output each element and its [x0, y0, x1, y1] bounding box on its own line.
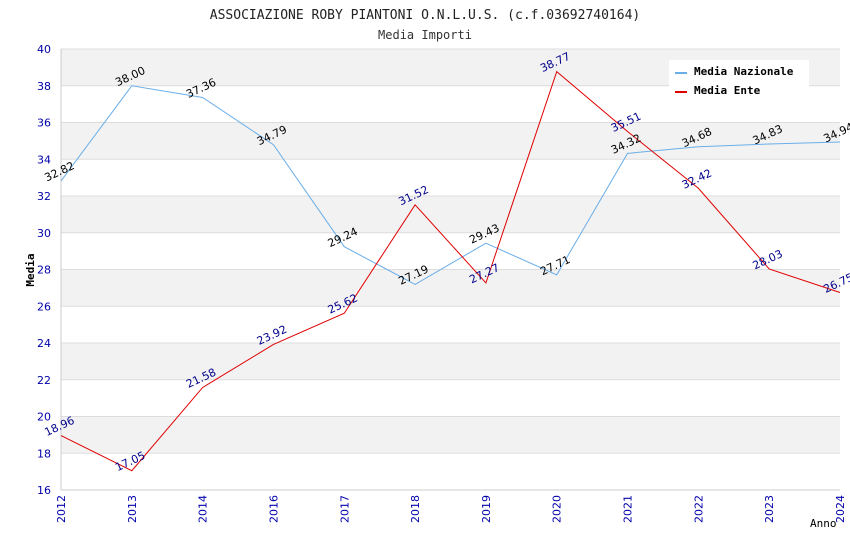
y-axis-label: Media — [24, 253, 37, 286]
x-tick-label: 2021 — [622, 495, 635, 523]
x-tick-label: 2014 — [197, 495, 210, 523]
y-tick-label: 28 — [37, 264, 51, 277]
background-band — [61, 122, 840, 160]
series-line-media-nazionale — [60, 85, 841, 285]
x-tick-label: 2020 — [551, 495, 564, 523]
background-band — [61, 453, 840, 490]
y-tick-label: 38 — [37, 80, 51, 93]
axes — [60, 49, 840, 491]
x-tick-label: 2022 — [692, 495, 705, 523]
background-bands — [61, 49, 840, 490]
legend: Media Nazionale Media Ente — [669, 60, 809, 102]
x-tick-label: 2012 — [55, 495, 68, 523]
y-tick-label: 18 — [37, 447, 51, 460]
x-tick-label: 2013 — [126, 495, 139, 523]
y-tick-label: 40 — [37, 43, 51, 56]
x-tick-label: 2018 — [409, 495, 422, 523]
legend-box — [669, 60, 809, 102]
x-tick-label: 2017 — [338, 495, 351, 523]
background-band — [61, 343, 840, 380]
series-layer — [60, 70, 841, 472]
background-band — [61, 159, 840, 196]
x-tick-label: 2023 — [763, 495, 776, 523]
background-band — [61, 416, 840, 454]
y-tick-label: 32 — [37, 190, 51, 203]
y-tick-label: 30 — [37, 227, 51, 240]
x-tick-label: 2019 — [480, 495, 493, 523]
y-tick-label: 20 — [37, 411, 51, 424]
series-line-media-ente — [60, 70, 841, 472]
x-tick-label: 2024 — [834, 495, 847, 523]
background-band — [61, 306, 840, 343]
y-tick-label: 26 — [37, 300, 51, 313]
background-band — [61, 196, 840, 233]
x-axis-label: Anno — [810, 517, 837, 530]
y-tick-label: 36 — [37, 117, 51, 130]
y-tick-label: 34 — [37, 153, 51, 166]
background-band — [61, 269, 840, 307]
chart-title: ASSOCIAZIONE ROBY PIANTONI O.N.L.U.S. (c… — [210, 8, 640, 23]
y-tick-label: 16 — [37, 484, 51, 497]
x-tick-label: 2016 — [267, 495, 280, 523]
background-band — [61, 379, 840, 417]
legend-label-media-nazionale: Media Nazionale — [694, 65, 794, 78]
chart-subtitle: Media Importi — [378, 28, 472, 42]
y-tick-label: 24 — [37, 337, 51, 350]
legend-label-media-ente: Media Ente — [694, 84, 761, 97]
y-tick-label: 22 — [37, 374, 51, 387]
